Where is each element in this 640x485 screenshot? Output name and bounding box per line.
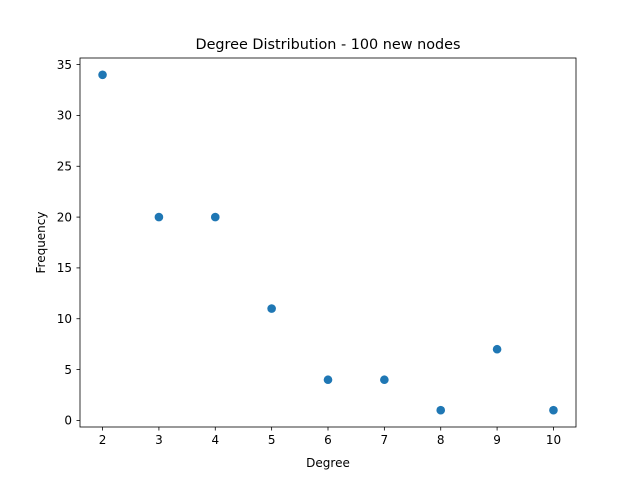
data-point <box>549 405 558 415</box>
data-point <box>154 212 164 222</box>
y-axis-label: Frequency <box>34 212 48 274</box>
y-tick-label: 10 <box>57 312 72 326</box>
x-axis-ticks: 2 3 4 5 6 7 8 9 10 <box>99 427 561 447</box>
plot-frame <box>79 57 577 428</box>
y-tick-label: 15 <box>57 261 72 275</box>
x-axis-label: Degree <box>306 456 350 470</box>
data-point <box>323 375 333 385</box>
data-point <box>267 304 276 313</box>
x-tick-label: 5 <box>268 433 276 447</box>
x-tick-label: 6 <box>324 433 332 447</box>
data-points <box>98 70 558 415</box>
x-tick-label: 4 <box>211 433 219 447</box>
data-point <box>98 70 107 80</box>
chart-title: Degree Distribution - 100 new nodes <box>195 37 460 53</box>
x-tick-label: 2 <box>99 433 107 447</box>
x-tick-label: 10 <box>546 433 561 447</box>
data-point <box>492 344 502 354</box>
y-tick-label: 25 <box>57 160 72 174</box>
x-tick-label: 7 <box>381 433 389 447</box>
x-tick-label: 9 <box>493 433 501 447</box>
y-tick-label: 20 <box>57 210 72 224</box>
y-tick-label: 5 <box>64 363 72 377</box>
y-tick-label: 30 <box>57 109 72 123</box>
plot-area <box>80 58 576 427</box>
x-tick-label: 3 <box>155 433 163 447</box>
y-tick-label: 35 <box>57 58 72 72</box>
x-tick-label: 8 <box>437 433 445 447</box>
y-tick-label: 0 <box>64 414 72 428</box>
data-point <box>210 212 220 222</box>
data-point <box>380 375 389 385</box>
data-point <box>436 405 446 415</box>
y-axis-ticks: 0 5 10 15 20 25 30 35 <box>57 58 80 428</box>
